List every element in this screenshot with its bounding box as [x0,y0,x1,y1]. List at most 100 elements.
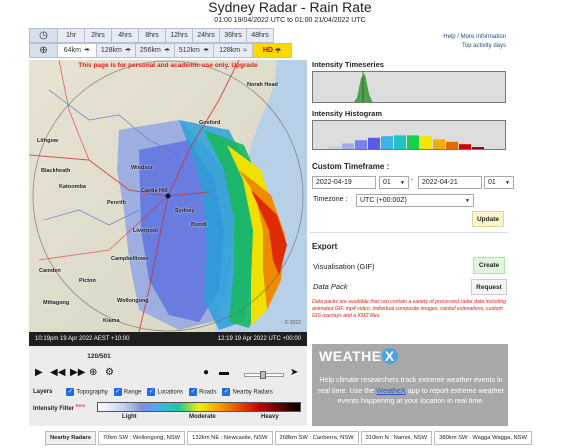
date-separator: - [411,177,414,184]
timezone-select[interactable]: UTC (+00:00Z) ▼ [356,194,474,207]
speed-slider[interactable] [244,371,284,379]
promo-line-2: app to report extreme weather events hap… [337,385,505,406]
layer-roads[interactable]: ✓ Roads [189,388,216,396]
time-button-36hrs[interactable]: 36hrs [219,28,247,43]
nearby-radars-bar: Nearby Radars 70km SW : Wollongong, NSW … [45,431,534,445]
place-label: Castle Hill [141,188,168,194]
time-button-4hrs[interactable]: 4hrs [111,28,139,43]
crosshair-icon[interactable]: ⊕ [29,43,58,58]
checkbox-checked-icon[interactable]: ✓ [222,388,231,396]
range-label: 128km [219,47,241,54]
place-label: Campbelltown [111,256,149,262]
speed-slider-knob[interactable] [260,371,267,379]
speed-slider-handle-icon[interactable]: ▬ [219,367,229,378]
intensity-heavy-label: Heavy [261,414,279,420]
fast-rabbit-icon[interactable]: ➤ [290,367,299,378]
range-button-256km[interactable]: 256km ☂ [135,43,175,58]
rain-cloud-icon: ☂ [163,47,171,55]
beta-badge: Beta [75,403,85,408]
histogram-bar [355,140,367,149]
weathex-promo: WEATHE X Help climate researchers track e… [312,344,508,426]
local-time: 10:19pm 19 Apr 2022 AEST +10:00 [35,336,130,342]
nearby-radar-link[interactable]: 70km SW : Wollongong, NSW [97,431,186,445]
time-button-48hrs[interactable]: 48hrs [246,28,274,43]
hd-button[interactable]: HD ☂ [252,43,292,58]
help-link[interactable]: Help / More Information [443,34,506,40]
histogram-title: Intensity Histogram [312,109,383,118]
checkbox-checked-icon[interactable]: ✓ [66,388,75,396]
end-hour-value: 01 [488,179,496,186]
layer-toggles: Layers ✓ Topography ✓ Range ✓ Locations ✓ Ro… [33,388,273,396]
range-label: 512km [178,47,200,54]
intensity-timeseries-chart[interactable] [312,71,506,103]
time-button-1hr[interactable]: 1hr [57,28,85,43]
time-button-12hrs[interactable]: 12hrs [165,28,193,43]
start-date-value: 2022-04-19 [316,179,352,186]
step-back-icon[interactable]: ◀◀ [50,367,66,378]
create-button[interactable]: Create [473,257,505,274]
radar-map-graphic [29,60,307,332]
checkbox-checked-icon[interactable]: ✓ [113,388,122,396]
nearby-radar-link[interactable]: 268km SW : Canberra, NSW [274,431,359,445]
chevron-down-icon: ▼ [465,197,470,204]
rain-cloud-icon: ☂ [83,47,91,55]
clock-icon[interactable]: ◷ [29,28,58,43]
start-date-input[interactable]: 2022-04-19 [312,176,376,189]
intensity-filter-slider[interactable] [97,402,301,412]
intensity-moderate-label: Moderate [189,414,216,420]
visualisation-label: Visualisation (GIF) [313,262,375,271]
start-hour-select[interactable]: 01 ▼ [379,176,409,189]
top-activity-link[interactable]: Top activity days [461,43,506,49]
intensity-histogram-chart [312,120,506,150]
time-button-2hrs[interactable]: 2hrs [84,28,112,43]
checkbox-checked-icon[interactable]: ✓ [189,388,198,396]
map-watermark: © 2022 [284,320,301,326]
end-date-value: 2022-04-21 [422,179,458,186]
layer-range[interactable]: ✓ Range [113,388,141,396]
layers-label: Layers [33,389,53,395]
nearby-radar-link[interactable]: 310km N : Namoi, NSW [360,431,433,445]
radar-location-marker [165,193,171,199]
step-forward-icon[interactable]: ▶▶ [70,367,86,378]
slow-turtle-icon[interactable]: ● [203,367,210,378]
personal-use-notice[interactable]: This page is for personal and academic u… [78,62,258,69]
play-icon[interactable]: ▶ [35,367,43,378]
update-button[interactable]: Update [472,211,504,227]
checkbox-checked-icon[interactable]: ✓ [147,388,156,396]
layer-topography[interactable]: ✓ Topography [66,388,108,396]
chevron-down-icon: ▼ [400,179,405,186]
weathex-logo[interactable]: WEATHE X [319,348,398,364]
time-button-24hrs[interactable]: 24hrs [192,28,220,43]
crosshair-icon[interactable]: ⊕ [89,367,98,378]
layer-locations[interactable]: ✓ Locations [147,388,183,396]
layer-nearby-radars[interactable]: ✓ Nearby Radars [222,388,273,396]
start-hour-value: 01 [383,179,391,186]
request-button[interactable]: Request [471,279,507,295]
nearby-radar-link[interactable]: 132km NE : Newcastle, NSW [187,431,273,445]
promo-text: Help climate researchers track extreme w… [316,375,506,407]
intensity-filter-label: Intensity Filter Beta [33,403,85,412]
place-label: Bondi [191,222,207,228]
timeseries-graphic [353,72,413,102]
weathex-link[interactable]: WeatheX [376,385,406,395]
range-button-512km[interactable]: 512km ☂ [174,43,214,58]
end-hour-select[interactable]: 01 ▼ [484,176,514,189]
datapack-note: Data packs are available that can contai… [312,299,507,319]
range-button-128km-doppler[interactable]: 128km ≈ [213,43,253,58]
range-button-64km[interactable]: 64km ☂ [57,43,97,58]
range-button-128km[interactable]: 128km ☂ [96,43,136,58]
range-label: 64km [63,47,81,54]
place-label: Blackheath [41,168,71,174]
nearby-radar-link[interactable]: 380km SW : Wagga Wagga, NSW [434,431,532,445]
end-date-input[interactable]: 2022-04-21 [418,176,482,189]
histogram-bar [342,143,354,149]
settings-icon[interactable]: ⚙ [105,367,114,378]
histogram-bar [459,144,471,149]
layer-label: Roads [199,389,217,396]
radar-map[interactable]: This page is for personal and academic u… [29,60,307,332]
time-button-8hrs[interactable]: 8hrs [138,28,166,43]
top-links: Help / More Information Top activity day… [443,33,506,51]
layer-label: Topography [76,389,108,396]
frame-timestamp-bar: 10:19pm 19 Apr 2022 AEST +10:00 12:19 19… [29,332,307,346]
